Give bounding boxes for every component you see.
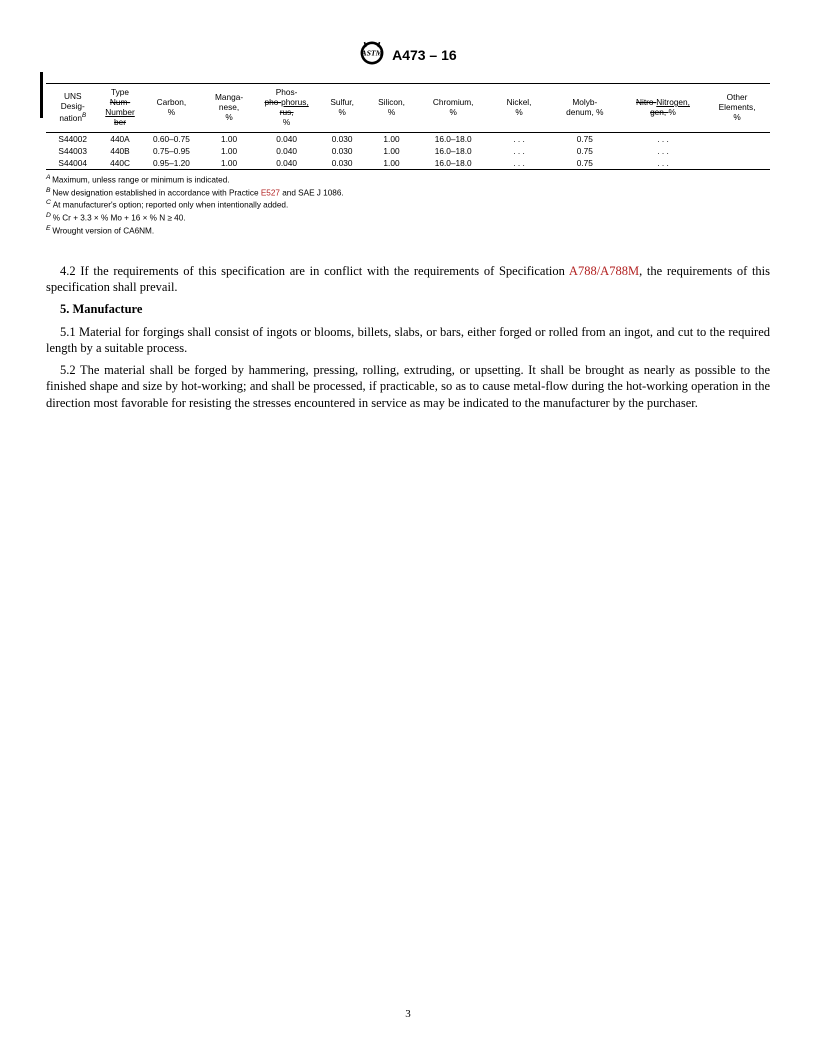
col-s: Sulfur,% <box>317 84 366 133</box>
page-header: ASTM A473 – 16 <box>46 40 770 69</box>
body-text: 4.2 If the requirements of this specific… <box>46 263 770 411</box>
col-uns: UNSDesig-nationB <box>46 84 99 133</box>
section-5-heading: 5. Manufacture <box>46 301 770 317</box>
footnote-e: E Wrought version of CA6NM. <box>46 224 770 237</box>
document-id: A473 – 16 <box>392 47 457 63</box>
astm-logo: ASTM <box>359 40 385 69</box>
para-5-2: 5.2 The material shall be forged by hamm… <box>46 362 770 411</box>
table-row: S44004440C0.95–1.201.000.0400.0301.0016.… <box>46 157 770 169</box>
footnote-b: B New designation established in accorda… <box>46 186 770 199</box>
revision-bar <box>40 72 43 118</box>
col-mo: Molyb-denum, % <box>548 84 622 133</box>
table-row: S44003440B0.75–0.951.000.0400.0301.0016.… <box>46 145 770 157</box>
col-cr: Chromium,% <box>416 84 490 133</box>
table-header-row: UNSDesig-nationBTypeNum-NumberberCarbon,… <box>46 84 770 133</box>
footnote-a: A Maximum, unless range or minimum is in… <box>46 173 770 186</box>
col-type: TypeNum-Numberber <box>99 84 140 133</box>
para-4-2: 4.2 If the requirements of this specific… <box>46 263 770 296</box>
ref-a788: A788/A788M <box>569 264 639 278</box>
para-5-1: 5.1 Material for forgings shall consist … <box>46 324 770 357</box>
col-p: Phos-pho-phorus,rus,% <box>256 84 318 133</box>
col-other: OtherElements,% <box>704 84 770 133</box>
col-si: Silicon,% <box>367 84 416 133</box>
page-number: 3 <box>0 1008 816 1020</box>
composition-table: UNSDesig-nationBTypeNum-NumberberCarbon,… <box>46 83 770 169</box>
footnote-d: D % Cr + 3.3 × % Mo + 16 × % N ≥ 40. <box>46 211 770 224</box>
col-mn: Manga-nese,% <box>202 84 255 133</box>
col-ni: Nickel,% <box>490 84 548 133</box>
footnote-c: C At manufacturer's option; reported onl… <box>46 198 770 211</box>
table-row: S44002440A0.60–0.751.000.0400.0301.0016.… <box>46 132 770 145</box>
col-carbon: Carbon,% <box>141 84 203 133</box>
col-n: Nitro-Nitrogen,gen, % <box>622 84 704 133</box>
table-bottom-rule <box>46 169 770 170</box>
table-footnotes: A Maximum, unless range or minimum is in… <box>46 173 770 237</box>
svg-text:ASTM: ASTM <box>361 49 384 58</box>
ref-e527: E527 <box>261 188 280 197</box>
